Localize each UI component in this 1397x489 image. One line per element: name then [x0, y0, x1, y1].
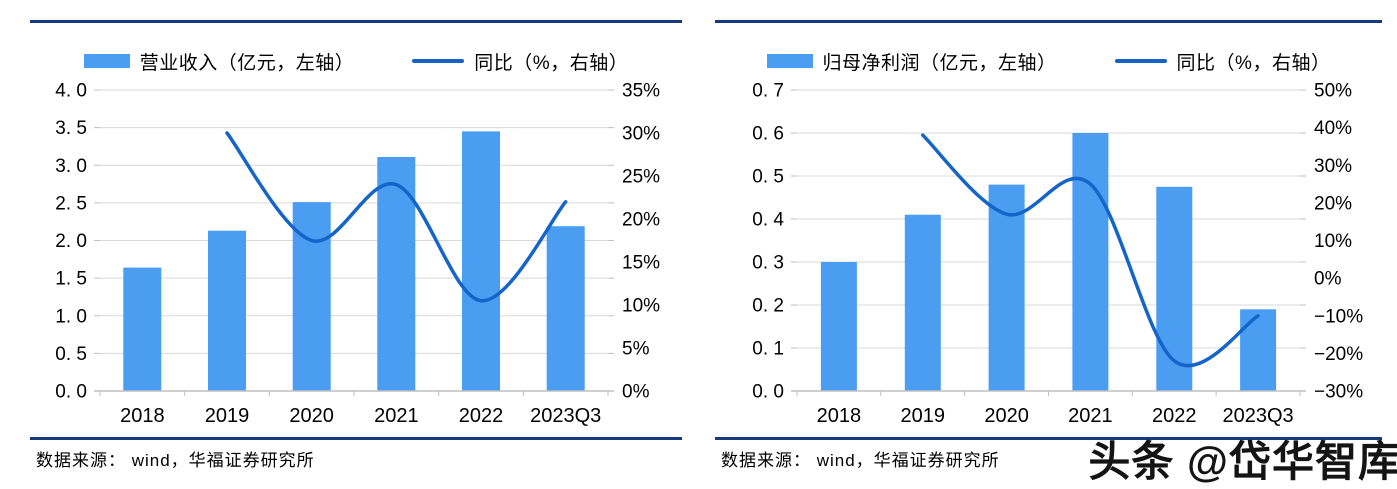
svg-text:25%: 25%	[622, 167, 660, 188]
right-axis-labels: −30% −20% −10% 0% 10% 20% 30% 40% 50%	[1314, 81, 1363, 403]
bar-2022	[462, 131, 500, 391]
legend-label-net-profit: 归母净利润（亿元，左轴）	[822, 52, 1057, 74]
x-axis-labels: 2018 2019 2020 2021 2022 2023Q3	[817, 405, 1294, 427]
legend-item-yoy: 同比（%，右轴）	[1114, 48, 1331, 75]
yoy-line	[921, 133, 1260, 368]
legend-item-net-profit: 归母净利润（亿元，左轴）	[766, 48, 1057, 75]
source-caption: 数据来源： wind，华福证券研究所	[36, 451, 315, 470]
left-axis-labels: 0. 0 0. 5 1. 0 1. 5 2. 0 2. 5 3. 0 3. 5 4. 0	[55, 81, 87, 403]
svg-text:2022: 2022	[459, 405, 504, 427]
bar-2022	[1156, 186, 1193, 392]
svg-text:0. 0: 0. 0	[55, 382, 87, 403]
svg-text:2018: 2018	[120, 405, 165, 427]
svg-text:20%: 20%	[1314, 193, 1352, 214]
svg-text:−30%: −30%	[1314, 382, 1363, 403]
svg-text:30%: 30%	[1314, 156, 1352, 177]
bar-swatch-icon	[766, 54, 813, 68]
legend: 归母净利润（亿元，左轴） 同比（%，右轴）	[715, 48, 1382, 74]
svg-text:0. 0: 0. 0	[752, 382, 784, 403]
svg-text:2023Q3: 2023Q3	[1222, 405, 1293, 427]
svg-text:2020: 2020	[289, 405, 334, 427]
x-axis	[94, 390, 614, 396]
svg-text:2022: 2022	[1152, 405, 1197, 427]
yoy-line	[225, 131, 568, 303]
line-swatch-icon	[1114, 59, 1167, 63]
svg-text:2020: 2020	[984, 405, 1029, 427]
svg-text:15%: 15%	[622, 253, 660, 274]
svg-text:3. 0: 3. 0	[55, 156, 87, 177]
svg-text:10%: 10%	[1314, 231, 1352, 252]
bottom-rule	[715, 437, 1382, 440]
bar-2021	[377, 157, 416, 391]
svg-text:0. 4: 0. 4	[752, 210, 784, 231]
svg-text:2019: 2019	[205, 405, 250, 427]
bar-2018	[123, 267, 162, 391]
bar-swatch-icon	[83, 54, 130, 68]
svg-text:4. 0: 4. 0	[55, 81, 87, 102]
net-profit-chart-panel: 归母净利润（亿元，左轴） 同比（%，右轴） 0. 0 0. 1 0. 2 0. 3 0.…	[715, 20, 1382, 475]
bottom-rule	[30, 437, 682, 440]
net-profit-chart-canvas: 0. 0 0. 1 0. 2 0. 3 0. 4 0. 5 0. 6 0. 7 −30% −20%…	[752, 81, 1363, 428]
toutiao-watermark: 头条 @岱华智库	[1088, 438, 1397, 485]
bar-2020	[988, 184, 1025, 391]
svg-text:3. 5: 3. 5	[55, 118, 87, 139]
legend-item-yoy: 同比（%，右轴）	[412, 48, 628, 75]
top-rule	[30, 20, 682, 23]
svg-text:50%: 50%	[1314, 81, 1352, 102]
svg-text:0. 7: 0. 7	[752, 81, 784, 102]
bar-2019	[904, 214, 941, 391]
svg-text:0. 6: 0. 6	[752, 124, 784, 145]
source-caption: 数据来源： wind，华福证券研究所	[721, 451, 1000, 470]
bar-2021	[1072, 133, 1109, 391]
bars	[123, 131, 585, 391]
svg-text:1. 5: 1. 5	[55, 269, 87, 290]
legend-label-yoy: 同比（%，右轴）	[1176, 52, 1331, 74]
revenue-chart-canvas: 0. 0 0. 5 1. 0 1. 5 2. 0 2. 5 3. 0 3. 5 4. 0 0% 5%…	[55, 81, 660, 428]
svg-text:1. 0: 1. 0	[55, 306, 87, 327]
gridlines	[94, 89, 614, 392]
svg-text:2021: 2021	[374, 405, 419, 427]
svg-text:20%: 20%	[622, 210, 660, 231]
svg-text:40%: 40%	[1314, 118, 1352, 139]
x-axis	[791, 390, 1306, 396]
svg-text:10%: 10%	[622, 296, 660, 317]
bars	[820, 133, 1277, 392]
svg-text:30%: 30%	[622, 124, 660, 145]
bar-2018	[820, 262, 857, 391]
gridlines	[791, 89, 1306, 392]
svg-text:2. 0: 2. 0	[55, 231, 87, 252]
svg-text:−20%: −20%	[1314, 344, 1363, 365]
revenue-chart-panel: 营业收入（亿元，左轴） 同比（%，右轴） 0. 0 0. 5 1. 0 1. 5 2. …	[30, 20, 682, 475]
legend-item-revenue: 营业收入（亿元，左轴）	[83, 48, 355, 75]
svg-text:2023Q3: 2023Q3	[530, 405, 601, 427]
line-swatch-icon	[412, 59, 465, 63]
svg-text:0. 1: 0. 1	[752, 339, 784, 360]
svg-text:35%: 35%	[622, 81, 660, 102]
top-rule	[715, 20, 1382, 23]
svg-text:2021: 2021	[1068, 405, 1113, 427]
svg-text:5%: 5%	[622, 339, 650, 360]
x-axis-labels: 2018 2019 2020 2021 2022 2023Q3	[120, 405, 601, 427]
svg-text:0%: 0%	[1314, 269, 1342, 290]
left-axis-labels: 0. 0 0. 1 0. 2 0. 3 0. 4 0. 5 0. 6 0. 7	[752, 81, 784, 403]
svg-text:0. 2: 0. 2	[752, 296, 784, 317]
legend-label-revenue: 营业收入（亿元，左轴）	[139, 52, 355, 74]
svg-text:2. 5: 2. 5	[55, 193, 87, 214]
svg-text:2018: 2018	[817, 405, 862, 427]
svg-text:0. 5: 0. 5	[752, 167, 784, 188]
svg-text:0. 3: 0. 3	[752, 253, 784, 274]
legend: 营业收入（亿元，左轴） 同比（%，右轴）	[30, 48, 682, 74]
right-axis-labels: 0% 5% 10% 15% 20% 25% 30% 35%	[622, 81, 660, 403]
legend-label-yoy: 同比（%，右轴）	[474, 52, 629, 74]
bar-2023Q3	[546, 226, 585, 391]
bar-2019	[208, 230, 246, 391]
svg-text:0%: 0%	[622, 382, 650, 403]
bar-2023Q3	[1240, 309, 1277, 391]
svg-text:0. 5: 0. 5	[55, 344, 87, 365]
svg-text:2019: 2019	[901, 405, 946, 427]
svg-text:−10%: −10%	[1314, 306, 1363, 327]
